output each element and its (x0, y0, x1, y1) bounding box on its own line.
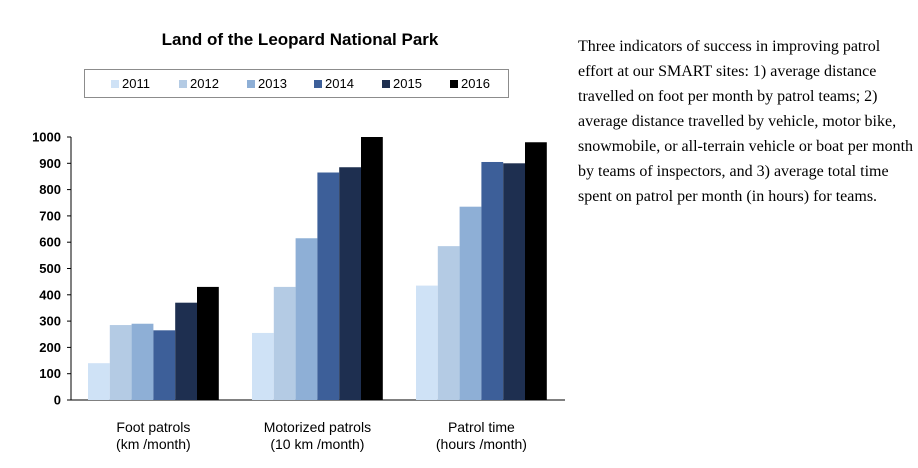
y-tick-label: 700 (39, 208, 61, 223)
bar-2011-3 (416, 285, 438, 400)
bar-2012-3 (437, 246, 460, 400)
bar-2015-1 (175, 302, 197, 400)
x-category-label: (hours /month) (436, 436, 527, 452)
y-tick-label: 300 (39, 314, 61, 329)
bar-2015-2 (339, 167, 361, 400)
y-tick-label: 100 (39, 366, 61, 381)
legend-swatch (179, 80, 187, 88)
y-tick-label: 400 (39, 287, 61, 302)
y-tick-label: 800 (39, 182, 61, 197)
legend-label: 2012 (190, 76, 219, 91)
bar-2014-3 (481, 161, 504, 400)
y-tick-label: 1000 (32, 130, 61, 145)
bar-2014-2 (317, 172, 340, 400)
y-tick-label: 500 (39, 261, 61, 276)
y-tick-label: 900 (39, 156, 61, 171)
bar-2011-1 (88, 363, 110, 400)
bar-2016-3 (525, 142, 547, 400)
bar-2012-1 (109, 325, 132, 400)
legend-swatch (450, 80, 458, 88)
x-category-label: (km /month) (116, 436, 191, 452)
legend-swatch (111, 80, 119, 88)
bar-2013-2 (295, 238, 318, 400)
x-category-label: Patrol time (448, 419, 515, 435)
legend-swatch (314, 80, 322, 88)
description-text: Three indicators of success in improving… (578, 38, 914, 205)
bar-chart: 0 100 200 300 400 500 600 700 800 900 1000 Foot pat… (32, 130, 565, 452)
legend-swatch (247, 80, 255, 88)
bar-2016-2 (361, 137, 383, 400)
bar-2016-1 (197, 286, 219, 400)
legend-label: 2016 (461, 76, 490, 91)
legend-label: 2011 (122, 76, 150, 91)
chart-title: Land of the Leopard National Park (161, 30, 439, 49)
bar-2015-3 (503, 163, 525, 400)
bar-2011-2 (252, 332, 274, 400)
x-category-label: Motorized patrols (264, 419, 371, 435)
y-tick-label: 600 (39, 235, 61, 250)
y-tick-label: 0 (54, 393, 61, 408)
legend-label: 2013 (258, 76, 287, 91)
chart-legend: 2011 2012 2013 2014 2015 2016 (84, 69, 509, 98)
bar-2013-3 (459, 206, 482, 400)
y-tick-label: 200 (39, 340, 61, 355)
bar-2013-1 (131, 323, 154, 400)
x-category-label: Foot patrols (116, 419, 190, 435)
legend-swatch (382, 80, 390, 88)
bar-2014-1 (153, 330, 176, 400)
legend-label: 2015 (393, 76, 422, 91)
bar-2012-2 (273, 286, 296, 400)
legend-label: 2014 (325, 76, 354, 91)
x-category-label: (10 km /month) (270, 436, 364, 452)
